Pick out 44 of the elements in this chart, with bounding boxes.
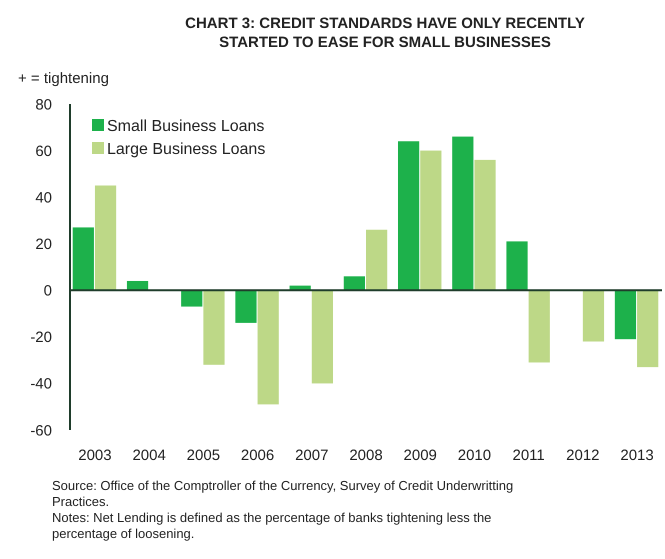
x-tick-label: 2008 [349,447,383,464]
y-tick-label: 60 [35,142,52,160]
x-tick-label: 2010 [458,447,492,464]
y-tick-label: 20 [35,236,52,253]
bar [637,290,658,368]
bar [528,290,550,362]
bar [614,290,636,340]
y-tick-label: 0 [44,282,52,300]
source-note: Source: Office of the Comptroller of the Currency, Survey of Credit Underwritting Practices. [52,478,514,509]
bar [94,186,116,290]
x-tick-label: 2013 [620,447,654,464]
y-tick-label: -60 [30,422,52,440]
x-tick-label: 2003 [78,447,112,464]
bar [366,230,388,290]
chart-title: CHART 3: CREDIT STANDARDS HAVE ONLY RECENTLY STARTED TO EASE FOR SMALL BUSINESSES [185,15,585,51]
bar [452,136,474,290]
x-tick-label: 2004 [132,447,166,464]
bar [72,227,94,290]
y-tick-label: 40 [35,189,52,206]
x-tick-label: 2005 [186,447,220,464]
y-tick-label: -40 [30,376,52,393]
y-axis-title: + = tightening [18,70,109,87]
legend-label: Large Business Loans [107,141,266,158]
y-tick-label: 80 [35,96,52,114]
bar [312,290,334,384]
bar [258,290,279,404]
bar [126,280,148,290]
bar [344,276,365,290]
x-tick-label: 2007 [295,447,328,464]
bar [235,290,257,323]
bar [474,160,496,290]
bar [203,290,225,365]
x-tick-label: 2012 [566,447,600,464]
bar [506,241,528,290]
bar [582,290,604,342]
x-tick-label: 2009 [404,447,437,464]
legend-label: Small Business Loans [107,118,264,135]
x-tick-label: 2011 [512,447,545,464]
x-tick-label: 2006 [240,447,274,464]
y-tick-label: -20 [30,329,52,346]
bar [420,150,442,290]
bar [181,290,202,307]
text: Notes: Net Lending is defined as the percentage of banks tightening less the percentage of loosening. [52,510,492,541]
bar [398,141,420,290]
